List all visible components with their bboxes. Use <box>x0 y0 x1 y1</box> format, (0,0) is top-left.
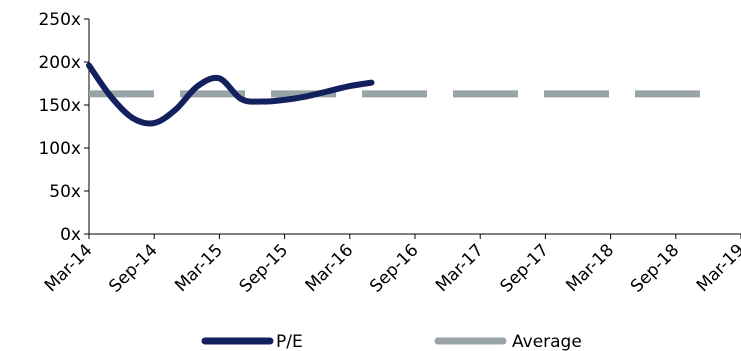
y-tick-label: 100x <box>38 139 81 159</box>
x-tick-label: Mar-16 <box>302 240 358 296</box>
y-tick-label: 0x <box>60 225 81 245</box>
x-tick-label: Mar-17 <box>432 240 488 296</box>
y-tick-label: 200x <box>38 53 81 73</box>
x-tick-label: Mar-19 <box>693 240 741 296</box>
legend-label-average: Average <box>512 332 582 351</box>
x-tick-label: Sep-16 <box>366 240 422 296</box>
x-tick-label: Sep-15 <box>236 240 292 296</box>
x-tick-label: Mar-14 <box>41 240 97 296</box>
y-tick-label: 250x <box>38 10 81 30</box>
x-tick-label: Sep-17 <box>496 240 552 296</box>
x-tick-label: Sep-18 <box>627 240 683 296</box>
y-tick-label: 150x <box>38 96 81 116</box>
x-tick-label: Mar-18 <box>562 240 618 296</box>
x-tick-label: Mar-15 <box>171 240 227 296</box>
x-tick-label: Sep-14 <box>105 240 161 296</box>
legend-label-pe: P/E <box>276 332 303 351</box>
legend: P/E Average <box>201 332 582 351</box>
y-tick-label: 50x <box>49 182 81 202</box>
series-layer <box>86 62 709 127</box>
pe-series-line <box>86 62 375 127</box>
